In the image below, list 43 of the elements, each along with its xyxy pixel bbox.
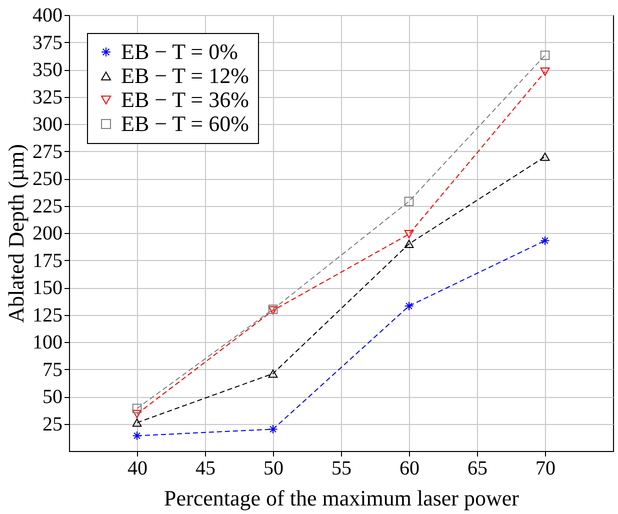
x-tick-label: 60 <box>400 458 420 480</box>
y-tick-label: 275 <box>32 140 62 163</box>
y-tick-label: 125 <box>32 304 62 326</box>
legend-label: EB − T = 60% <box>121 111 249 136</box>
y-tick-label: 150 <box>32 277 62 299</box>
point <box>132 418 142 427</box>
x-tick-label: 65 <box>468 458 488 480</box>
point <box>540 152 550 161</box>
y-tick-label: 350 <box>32 59 62 81</box>
x-tick-label: 55 <box>332 458 352 480</box>
point <box>268 424 278 434</box>
x-axis-title: Percentage of the maximum laser power <box>164 486 520 510</box>
y-tick-label: 100 <box>32 332 62 354</box>
point <box>132 404 142 414</box>
y-tick-label: 25 <box>42 413 62 436</box>
point <box>132 431 142 440</box>
point <box>268 369 278 378</box>
y-tick-label: 200 <box>32 222 62 244</box>
point <box>404 301 414 311</box>
legend-label: EB − T = 0% <box>121 39 238 64</box>
x-tick-label: 50 <box>264 458 284 480</box>
y-tick-label: 225 <box>32 195 62 218</box>
y-axis-title: Ablated Depth (µm) <box>4 144 28 323</box>
point <box>540 68 550 76</box>
legend-label: EB − T = 12% <box>121 63 249 88</box>
legend-label: EB − T = 36% <box>121 87 249 112</box>
y-tick-label: 50 <box>42 386 62 408</box>
point <box>540 236 550 246</box>
point <box>404 196 414 206</box>
y-tick-label: 300 <box>32 114 62 136</box>
y-tick-label: 175 <box>32 250 62 272</box>
point <box>132 410 142 418</box>
x-tick-label: 40 <box>128 458 148 480</box>
y-tick-label: 400 <box>32 4 62 26</box>
y-tick-label: 325 <box>32 86 62 108</box>
y-tick-label: 375 <box>32 32 62 54</box>
point <box>540 50 550 60</box>
point <box>404 230 414 238</box>
y-tick-label: 75 <box>42 358 62 381</box>
y-tick-label: 250 <box>32 168 62 190</box>
x-tick-label: 45 <box>196 458 216 480</box>
point <box>404 240 414 248</box>
x-tick-label: 70 <box>536 458 556 480</box>
